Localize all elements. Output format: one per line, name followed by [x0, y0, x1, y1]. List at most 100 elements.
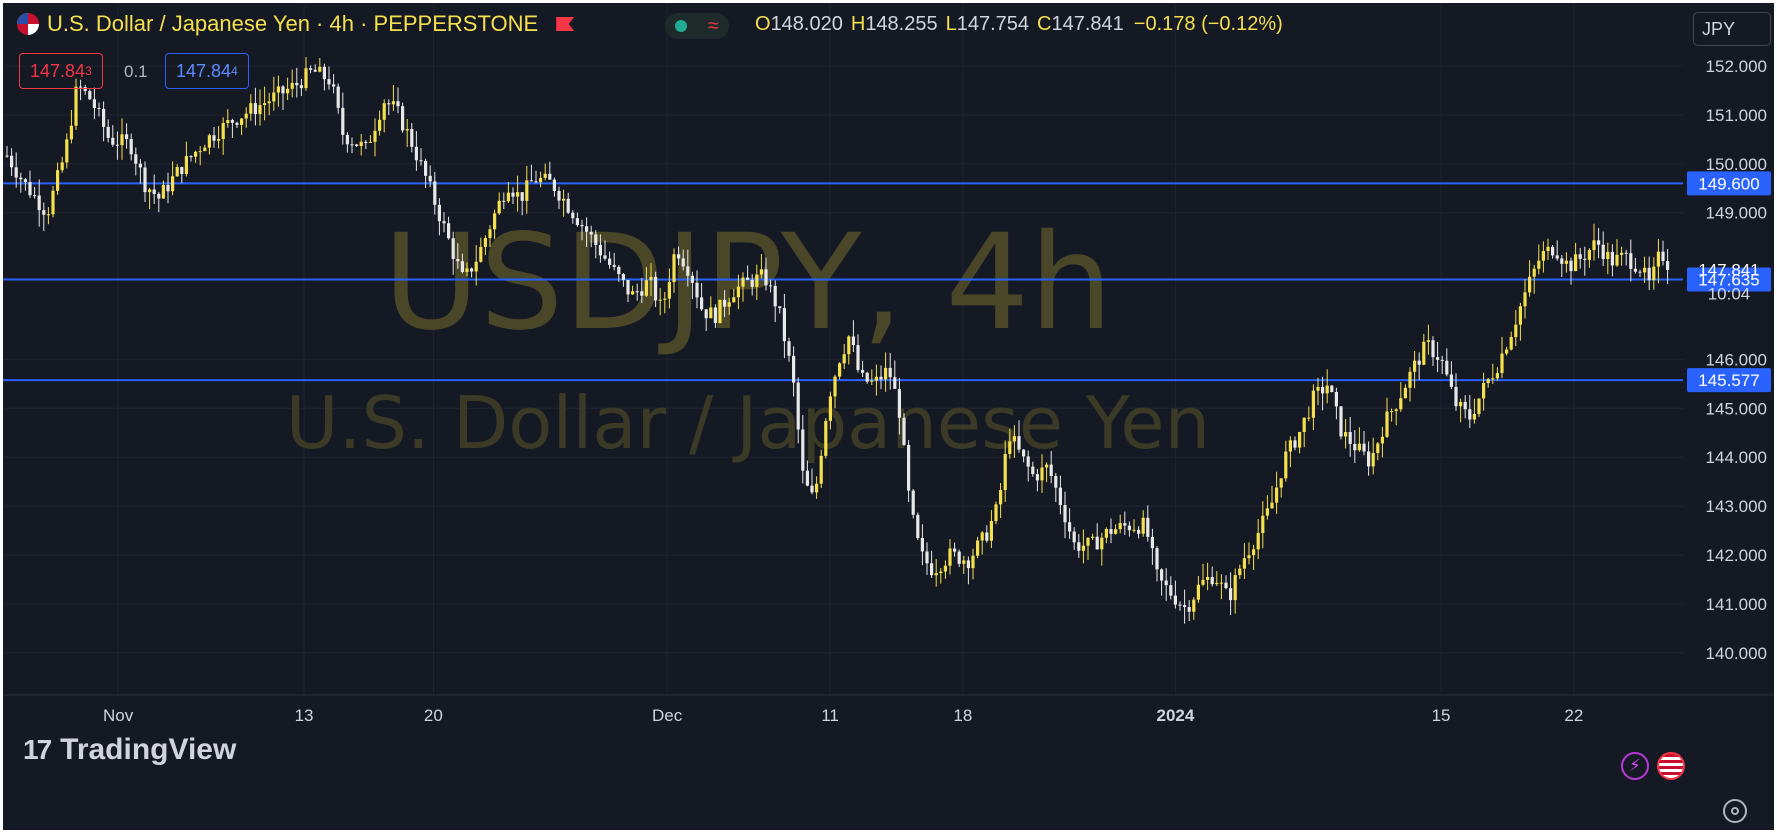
- candle-body: [373, 130, 377, 142]
- candle-body: [1270, 502, 1274, 509]
- candle-body: [1376, 443, 1380, 454]
- candle-body: [1417, 360, 1421, 365]
- candle-body: [1012, 436, 1016, 442]
- candle-body: [971, 555, 975, 569]
- candle-body: [897, 388, 901, 418]
- us-flag-icon[interactable]: [1657, 752, 1685, 780]
- candle-body: [355, 144, 359, 147]
- candle-body: [465, 268, 469, 273]
- candle-body: [874, 376, 878, 381]
- candle-body: [1518, 306, 1522, 325]
- low-value: 147.754: [956, 12, 1030, 35]
- candle-body: [184, 156, 188, 174]
- candle-body: [1463, 402, 1467, 410]
- hline-price-label-bg: [1687, 368, 1771, 393]
- candle-body: [1629, 253, 1633, 269]
- candle-body: [1150, 536, 1154, 549]
- candle-body: [1367, 451, 1371, 467]
- candle-body: [401, 106, 405, 131]
- candle-body: [865, 372, 869, 382]
- candle-body: [1431, 340, 1435, 358]
- candle-body: [1302, 417, 1306, 433]
- candle-body: [755, 274, 759, 287]
- candle-body: [690, 275, 694, 283]
- candle-body: [419, 160, 423, 162]
- lightning-icon[interactable]: ⚡: [1621, 752, 1649, 780]
- candle-body: [437, 204, 441, 222]
- candle-body: [1385, 411, 1389, 437]
- sell-price: 147.84: [30, 60, 86, 81]
- candle-body: [456, 258, 460, 262]
- candle-body: [1233, 575, 1237, 601]
- candle-body: [516, 192, 520, 197]
- candle-body: [405, 129, 409, 131]
- candle-body: [603, 255, 607, 259]
- candle-body: [327, 79, 331, 85]
- candle-body: [1390, 411, 1394, 413]
- candle-body: [263, 103, 267, 106]
- sell-button[interactable]: 147.84 3: [19, 53, 103, 89]
- candle-body: [1132, 529, 1136, 531]
- candle-body: [1187, 607, 1191, 612]
- candle-body: [322, 66, 326, 80]
- candle-body: [649, 276, 653, 281]
- candle-body: [424, 160, 428, 176]
- time-tick-label: 2024: [1156, 706, 1194, 725]
- candle-body: [396, 101, 400, 107]
- candle-body: [1054, 476, 1058, 488]
- market-status[interactable]: ≈: [665, 13, 729, 39]
- last-price-label: 147.841: [1698, 260, 1759, 279]
- candle-body: [1008, 441, 1012, 454]
- candle-body: [414, 146, 418, 161]
- candle-body: [640, 291, 644, 296]
- time-tick-label: 13: [295, 706, 314, 725]
- candle-body: [575, 218, 579, 226]
- candle-body: [479, 246, 483, 262]
- candle-body: [764, 269, 768, 286]
- candle-body: [189, 156, 193, 158]
- candle-body: [502, 200, 506, 202]
- candle-body: [957, 551, 961, 564]
- candle-body: [88, 91, 92, 100]
- candle-body: [534, 181, 538, 183]
- candle-body: [1514, 324, 1518, 338]
- settings-icon[interactable]: [1723, 799, 1747, 823]
- red-flag-icon[interactable]: [556, 17, 575, 31]
- candle-body: [1647, 267, 1651, 281]
- candle-body: [1551, 246, 1555, 256]
- candle-body: [1523, 292, 1527, 307]
- candle-body: [1109, 529, 1113, 534]
- candle-body: [1357, 443, 1361, 451]
- candle-body: [221, 123, 225, 139]
- candle-body: [562, 198, 566, 201]
- candle-body: [700, 297, 704, 310]
- candle-body: [171, 176, 175, 192]
- candle-body: [681, 258, 685, 267]
- candle-body: [506, 192, 510, 202]
- chart-area[interactable]: USDJPY, 4h U.S. Dollar / Japanese Yen 152.…: [3, 3, 1774, 830]
- symbol-title[interactable]: U.S. Dollar / Japanese Yen · 4h · PEPPER…: [17, 11, 575, 37]
- buy-button[interactable]: 147.84 4: [165, 53, 249, 89]
- candle-body: [884, 367, 888, 380]
- price-chart[interactable]: USDJPY, 4h U.S. Dollar / Japanese Yen 152.…: [3, 3, 1774, 830]
- candle-body: [1173, 595, 1177, 605]
- candle-body: [1615, 254, 1619, 266]
- candle-body: [1440, 359, 1444, 361]
- high-value: 148.255: [865, 12, 938, 35]
- tradingview-logo[interactable]: 17 TradingView: [23, 733, 236, 767]
- time-tick-label: 11: [821, 706, 839, 725]
- price-tick-label: 146.000: [1706, 350, 1767, 369]
- candle-body: [861, 369, 865, 373]
- candle-body: [1196, 584, 1200, 600]
- currency-label: JPY: [1702, 18, 1736, 39]
- candle-body: [1380, 436, 1384, 444]
- candle-body: [14, 167, 18, 178]
- candle-body: [134, 154, 138, 164]
- candle-body: [194, 151, 198, 157]
- candle-body: [782, 308, 786, 342]
- currency-selector[interactable]: JPY: [1693, 12, 1771, 46]
- candle-body: [1160, 569, 1164, 581]
- candle-body: [1620, 252, 1624, 255]
- candle-body: [474, 261, 478, 272]
- candle-body: [1003, 453, 1007, 491]
